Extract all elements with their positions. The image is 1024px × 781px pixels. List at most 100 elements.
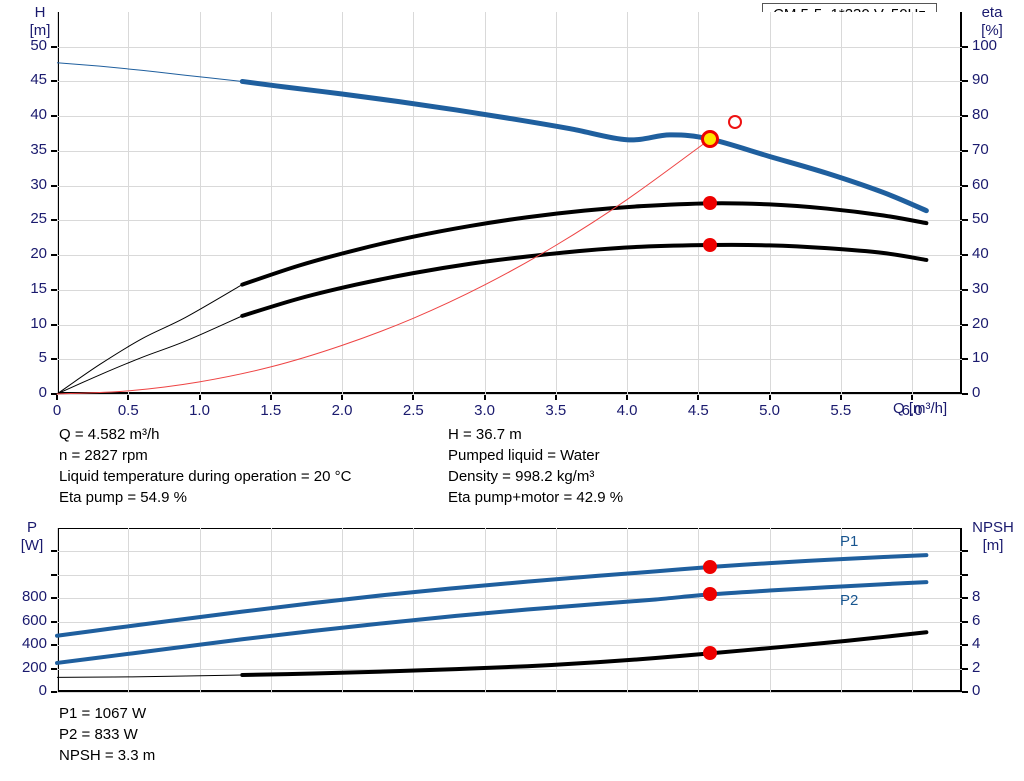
gridline-vertical	[484, 528, 486, 692]
info-line: P1 = 1067 W	[59, 705, 147, 722]
gridline-vertical	[484, 12, 486, 394]
xtick-label-0: 0	[52, 402, 62, 419]
ytick-mark	[51, 393, 57, 395]
gridline-vertical	[555, 528, 557, 692]
xtick-label-6.0: 6.0	[901, 402, 923, 419]
xtick-label-3.0: 3.0	[474, 402, 495, 419]
gridline-horizontal	[57, 359, 962, 361]
plot2-bottom-axis	[57, 690, 962, 692]
gridline-vertical	[555, 12, 557, 394]
operating-info-right: H = 36.7 m Pumped liquid = Water Density =…	[448, 424, 623, 508]
power-info: P1 = 1067 W P2 = 833 W NPSH = 3.3 m	[59, 703, 155, 766]
ytick-mark	[51, 323, 57, 326]
xtick-label-0.5: 0.5	[117, 402, 139, 419]
gridline-vertical	[413, 12, 415, 394]
gridline-horizontal	[57, 255, 962, 257]
npsh-tick-mark	[962, 597, 968, 600]
info-line: Liquid temperature during operation = 20…	[59, 468, 352, 485]
ytick-mark	[51, 620, 57, 623]
eta-tick-label-90: 90	[972, 71, 989, 89]
ytick-label-15: 15	[30, 279, 47, 297]
ytick-label-10: 10	[30, 314, 47, 332]
gridline-horizontal	[57, 574, 962, 576]
y2tick-mark	[962, 393, 968, 395]
gridline-vertical	[342, 12, 344, 394]
ytick-label-50: 50	[30, 36, 47, 54]
curve-h-curve-head--thin	[56, 62, 247, 83]
npsh-tick-mark	[962, 691, 968, 693]
gridline-vertical	[199, 528, 201, 692]
xtick-mark	[127, 394, 130, 400]
gridline-vertical	[270, 12, 272, 394]
ytick-mark	[51, 644, 57, 647]
eta-tick-label-40: 40	[972, 245, 989, 263]
p2-curve-label: P2	[839, 592, 859, 610]
npsh-axis-label: NPSH [m]	[972, 519, 1014, 554]
y2tick-mark	[962, 288, 968, 291]
npsh-duty-point	[703, 646, 718, 661]
gridline-vertical	[840, 12, 842, 394]
curve-npsh-thin	[56, 674, 248, 678]
info-line: n = 2827 rpm	[59, 447, 148, 464]
ytick-label-20: 20	[30, 245, 47, 263]
xtick-mark	[483, 394, 486, 400]
npsh-tick-label-2: 2	[972, 658, 981, 676]
npsh-tick-mark	[962, 667, 968, 670]
info-line: Q = 4.582 m³/h	[59, 426, 160, 443]
xtick-label-5.5: 5.5	[830, 402, 852, 419]
eta-tick-label-60: 60	[972, 175, 989, 193]
gridline-horizontal	[57, 289, 962, 291]
eta-axis-label: eta [%]	[981, 4, 1003, 39]
gridline-horizontal	[57, 324, 962, 326]
ytick-label-5: 5	[38, 349, 47, 367]
y2tick-mark	[962, 184, 968, 187]
npsh-tick-mark	[962, 573, 968, 576]
plot1-bottom-axis	[57, 392, 962, 394]
info-line: P2 = 833 W	[59, 726, 138, 743]
ytick-label-40: 40	[30, 106, 47, 124]
ytick-mark	[51, 184, 57, 187]
plot2-right-axis	[960, 528, 962, 692]
xtick-mark	[768, 394, 771, 400]
p-tick-label-200: 200	[21, 658, 47, 676]
plot2-top-axis	[57, 528, 962, 529]
ytick-mark	[51, 288, 57, 291]
q-axis-label: Q [m³/h]	[893, 400, 948, 417]
p1-duty-point	[703, 560, 718, 574]
gridline-horizontal	[57, 394, 962, 395]
info-line: Pumped liquid = Water	[448, 447, 600, 464]
eta-tick-label-0: 0	[972, 384, 981, 401]
ytick-mark	[51, 550, 57, 553]
gridline-vertical	[413, 528, 415, 692]
xtick-mark	[412, 394, 415, 400]
eta-tick-label-70: 70	[972, 140, 989, 158]
ytick-mark	[51, 691, 57, 693]
npsh-tick-mark	[962, 550, 968, 553]
p2-duty-point	[703, 587, 718, 602]
head-efficiency-curves	[56, 62, 929, 395]
curve-p1	[55, 553, 929, 638]
gridline-vertical	[912, 528, 914, 692]
ytick-mark	[51, 597, 57, 600]
gridline-horizontal	[57, 185, 962, 187]
npsh-tick-mark	[962, 644, 968, 647]
xtick-mark	[341, 394, 344, 400]
gridline-vertical	[57, 12, 58, 394]
power-npsh-curves	[55, 553, 929, 678]
plot1-left-axis	[57, 12, 59, 394]
curve-system-curve	[56, 138, 711, 395]
ytick-mark	[51, 254, 57, 257]
ytick-mark	[51, 219, 57, 222]
p-tick-label-800: 800	[21, 588, 47, 606]
h-axis-label: H [m]	[29, 4, 51, 39]
p-tick-label-600: 600	[21, 611, 47, 629]
eta-tick-label-100: 100	[972, 36, 998, 54]
curve-eta-pump-motor-thin	[56, 313, 247, 395]
gridline-vertical	[199, 12, 201, 394]
gridline-vertical	[57, 528, 58, 692]
gridline-vertical	[840, 528, 842, 692]
curve-eta-pump	[240, 201, 929, 287]
xtick-label-1.0: 1.0	[189, 402, 210, 419]
ytick-mark	[51, 149, 57, 152]
gridline-vertical	[128, 12, 130, 394]
